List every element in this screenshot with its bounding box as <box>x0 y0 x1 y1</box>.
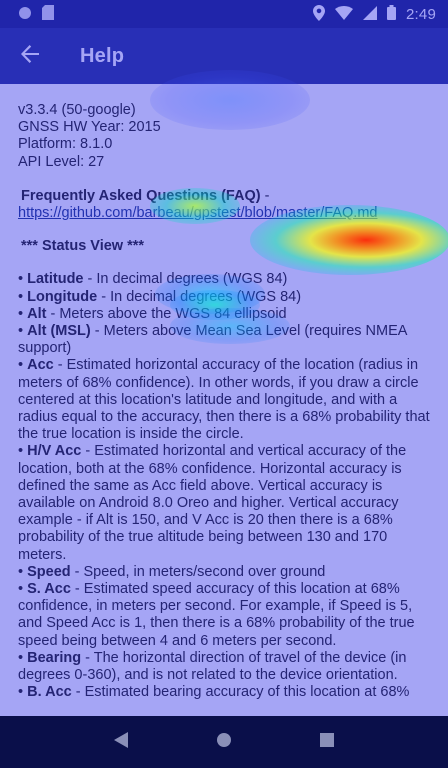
item-term: B. Acc <box>27 684 72 701</box>
item-desc: - Meters above the WGS 84 ellipsoid <box>46 305 287 322</box>
list-item: • Alt (MSL) - Meters above Mean Sea Leve… <box>18 323 407 357</box>
status-view-title: *** Status View *** <box>21 238 145 255</box>
navigation-bar <box>0 716 448 768</box>
list-item: • Alt - Meters above the WGS 84 ellipsoi… <box>18 305 287 322</box>
version-info: v3.3.4 (50-google) GNSS HW Year: 2015 Pl… <box>18 102 430 171</box>
item-desc: - In decimal degrees (WGS 84) <box>83 271 288 288</box>
home-circle-icon <box>216 732 232 753</box>
list-item: • B. Acc - Estimated bearing accuracy of… <box>18 684 410 701</box>
faq-heading: Frequently Asked Questions (FAQ) - <box>18 188 430 205</box>
status-bar: 2:49 <box>0 0 448 28</box>
version-text: v3.3.4 (50-google) <box>18 102 136 118</box>
circle-icon <box>18 6 32 23</box>
sd-card-icon <box>42 5 54 23</box>
nav-recents-button[interactable] <box>307 722 347 762</box>
list-item: • H/V Acc - Estimated horizontal and ver… <box>18 443 407 563</box>
recents-square-icon <box>319 732 334 752</box>
list-item: • S. Acc - Estimated speed accuracy of t… <box>18 581 415 649</box>
list-item: • Bearing - The horizontal direction of … <box>18 649 407 684</box>
item-desc: - The horizontal direction of travel of … <box>18 649 407 684</box>
location-pin-icon <box>313 4 325 24</box>
status-time: 2:49 <box>406 5 436 23</box>
signal-icon <box>363 5 377 23</box>
nav-back-button[interactable] <box>101 722 141 762</box>
arrow-back-icon <box>21 44 39 68</box>
back-triangle-icon <box>114 731 129 753</box>
item-desc: - Estimated bearing accuracy of this loc… <box>71 684 410 701</box>
item-term: Alt (MSL) <box>27 323 91 340</box>
status-left-icons <box>18 5 54 23</box>
battery-icon <box>387 5 396 23</box>
item-desc: - Estimated speed accuracy of this locat… <box>18 581 415 649</box>
item-term: S. Acc <box>27 581 71 598</box>
page-title: Help <box>80 44 125 67</box>
platform-text: Platform: 8.1.0 <box>18 136 113 153</box>
item-term: H/V Acc <box>27 443 82 460</box>
item-term: Acc <box>27 357 54 374</box>
item-desc: - Estimated horizontal and vertical accu… <box>18 443 407 563</box>
wifi-icon <box>335 5 353 23</box>
faq-section: Frequently Asked Questions (FAQ) - https… <box>18 188 430 222</box>
item-term: Latitude <box>27 271 84 288</box>
item-term: Speed <box>27 563 71 580</box>
item-term: Longitude <box>27 288 98 305</box>
faq-link[interactable]: https://github.com/barbeau/gpstest/blob/… <box>18 205 378 222</box>
item-desc: - Estimated horizontal accuracy of the l… <box>18 357 430 443</box>
item-term: Bearing <box>27 649 82 666</box>
faq-title: Frequently Asked Questions (FAQ) <box>21 187 261 204</box>
item-desc: - Speed, in meters/second over ground <box>70 563 326 580</box>
list-item: • Speed - Speed, in meters/second over g… <box>18 563 326 580</box>
faq-separator: - <box>260 187 270 204</box>
list-item: • Acc - Estimated horizontal accuracy of… <box>18 357 430 443</box>
list-item: • Longitude - In decimal degrees (WGS 84… <box>18 288 302 305</box>
status-right-icons: 2:49 <box>313 4 436 24</box>
back-button[interactable] <box>0 28 60 84</box>
list-item: • Latitude - In decimal degrees (WGS 84) <box>18 271 288 288</box>
item-desc: - In decimal degrees (WGS 84) <box>97 288 302 305</box>
help-content[interactable]: v3.3.4 (50-google) GNSS HW Year: 2015 Pl… <box>0 84 448 716</box>
item-term: Alt <box>27 305 47 322</box>
item-desc: - Meters above Mean Sea Level (requires … <box>18 323 407 357</box>
nav-home-button[interactable] <box>204 722 244 762</box>
status-view-list: • Latitude - In decimal degrees (WGS 84)… <box>18 271 430 701</box>
api-level-text: API Level: 27 <box>18 153 105 170</box>
app-bar: Help <box>0 28 448 84</box>
gnss-hw-year-text: GNSS HW Year: 2015 <box>18 119 161 136</box>
